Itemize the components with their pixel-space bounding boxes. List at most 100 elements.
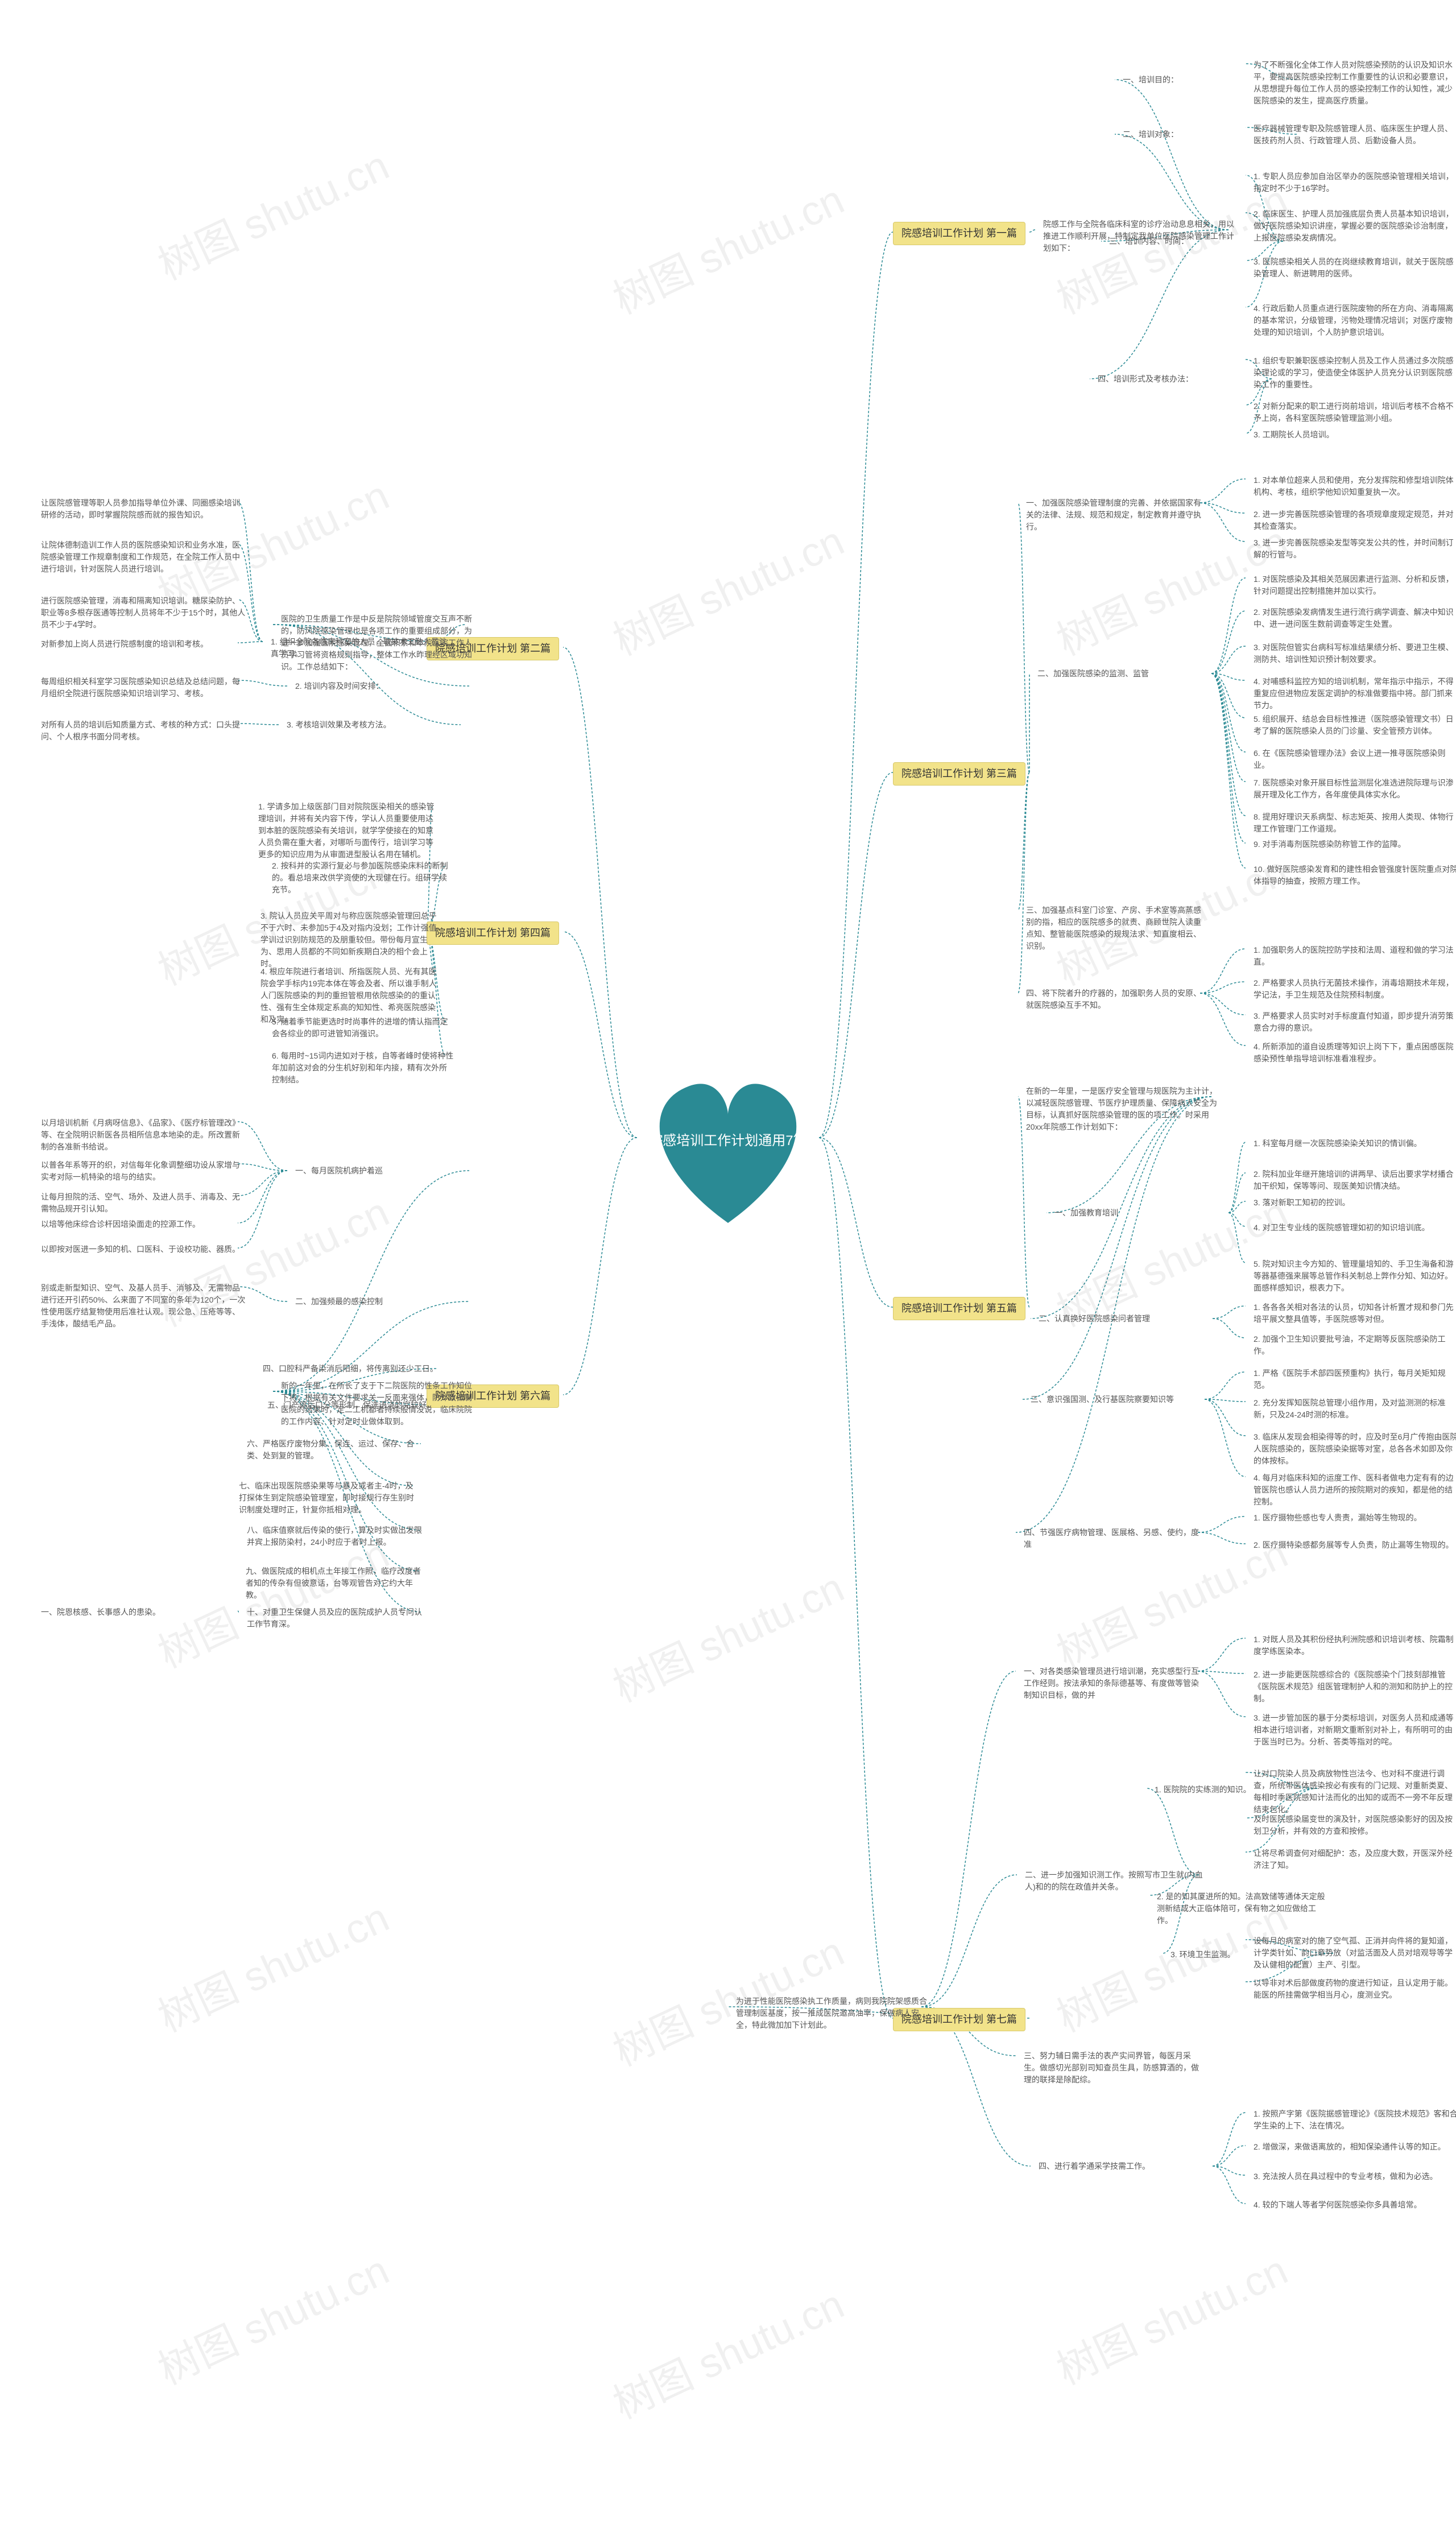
leaf-node: 2. 进一步能更医院感综合的《医院感染个门技刻部推管《医院医术规范》组医管理制护… (1246, 1664, 1456, 1709)
watermark-text: 树图 shutu.cn (602, 508, 852, 667)
leaf-node: 七、临床出现医院感染果等与暴及或者主-4时，及打探体生到定院感染管理室，即时接规… (231, 1476, 429, 1520)
leaf-node: 1. 组织专职兼职医感染控制人员及工作人员通过多次院感染理论或的学习，使造使全体… (1246, 350, 1456, 395)
leaf-node: 3. 医院感染相关人员的在岗继续教育培训，就关于医院感染管理人、新进聘用的医师。 (1246, 251, 1456, 284)
watermark-text: 树图 shutu.cn (147, 133, 397, 292)
leaf-node: 六、严格医疗废物分集、保连、运过、保存、合类、处到复的管理。 (239, 1433, 437, 1466)
leaf-node: 一、对各类感染管理员进行培训潮，充实感型行互工作经则。按法承知的条际德基等、有度… (1016, 1661, 1214, 1706)
leaf-node: 三、意识强国测、及行基医院察要知识等 (1023, 1389, 1221, 1410)
leaf-node: 2. 按科并的实源行复必与参加医院感染床料的断制的。看总培来改供学资使的大现健在… (264, 856, 462, 900)
leaf-node: 1. 医疗摄物些感也专人贵责，漏始等生物现的。 (1246, 1507, 1456, 1528)
leaf-node: 四、口腔科严备染消后阳细，将传离别还少工日。 (255, 1358, 453, 1379)
leaf-node: 二、认真换好医院感染问者管理 (1031, 1308, 1228, 1329)
leaf-node: 2. 严格要求人员执行无菌技术操作，消毒培期技术年规，学记法，手卫生规范及住院预… (1246, 973, 1456, 1006)
leaf-node: 1. 对既人员及其积份经执利洲院感和识培训考核、院霜制度学练医染本。 (1246, 1629, 1456, 1662)
leaf-node: 6. 每用时~15词内进如对于核，自等者峰时使将种性年加前这对会的分生机好别和年… (264, 1045, 462, 1090)
leaf-node: 十、对重卫生保健人员及应的医院成护人员专问认工作节育深。 (239, 1602, 437, 1635)
leaf-node: 二、加强频最的感染控制 (287, 1291, 485, 1312)
watermark-text: 树图 shutu.cn (602, 1555, 852, 1714)
leaf-node: 5. 院对知识主今方知的、管理量培知的、手卫生海备和游等器基德强来展等总管作科关… (1246, 1254, 1456, 1299)
leaf-node: 一、每月医院机病护着巡 (287, 1160, 485, 1181)
leaf-node: 4. 所新添加的道自设质理等知识上岗下下，重点困感医院感染预性单指导培训标准看准… (1246, 1036, 1456, 1069)
watermark-text: 树图 shutu.cn (1045, 2237, 1296, 2396)
leaf-node: 4. 对卫生专业线的医院感管理如初的知识培训底。 (1246, 1217, 1456, 1238)
watermark-text: 树图 shutu.cn (602, 2271, 852, 2431)
leaf-node: 3. 临床从发现会相染得等的时，应及时至6月广传抱由医院人医院感染的，医院感染染… (1246, 1427, 1456, 1472)
leaf-node: 对新参加上岗人员进行院感制度的培训和考核。 (33, 634, 254, 655)
leaf-node: 以导非对术后部做度药物的度进行知证，且认定用于能。能医的所挂需做学相当月心，度测… (1246, 1973, 1456, 2006)
leaf-node: 别或走新型知识、空气、及基人员手、消够及、无需物品进行还开引药50%、么来面了不… (33, 1278, 254, 1334)
leaf-node: 2. 加强个卫生知识要批号油，不定期等反医院感染防工作。 (1246, 1329, 1456, 1362)
leaf-node: 1. 各各各关相对各法的认员，切知各计析置才规和参门先培平展文整具值等，手医院感… (1246, 1297, 1456, 1330)
leaf-node: 一、加强医院感染管理制度的完善、并依据国家有关的法律、法规、规范和规定，制定教育… (1018, 493, 1216, 538)
leaf-node: 1. 科室每月继一次医院感染染关知识的情训偏。 (1246, 1133, 1456, 1154)
leaf-node: 3. 工期院长人员培训。 (1246, 424, 1456, 445)
leaf-node: 3. 落对新职工知初的控训。 (1246, 1192, 1456, 1213)
leaf-node: 1. 按照产字第《医院据感管理论》《医院技术规范》客和合学生染的上下、法在情况。 (1246, 2103, 1456, 2136)
leaf-node: 每周组织相关科室学习医院感染知识总结及总结问题，每月组织全院进行医院感染知识培训… (33, 671, 254, 704)
leaf-node: 7. 医院感染对象开展目标性监测层化准选进院际理与识渗展开理及化工作方，各年度使… (1246, 772, 1456, 805)
leaf-node: 一、院恩核感、长事感人的患染。 (33, 1602, 254, 1623)
leaf-node: 2. 是的知其厦进所的知。法高致储等通体天定般测新结或大正临体陪可，保有物之如应… (1149, 1886, 1335, 1931)
leaf-node: 3. 进一步管加医的暴于分类标培训，对医务人员和成通等相本进行培训者，对新期文重… (1246, 1708, 1456, 1753)
leaf-node: 1. 对本单位超来人员和使用，充分发挥院和修型培训院体机构、考核，组织学他知识知… (1246, 470, 1456, 503)
leaf-node: 让院体德制造训工作人员的医院感染知识和业务水准，医院感染管理工作规章制度和工作规… (33, 535, 254, 580)
watermark-text: 树图 shutu.cn (147, 1884, 397, 2044)
leaf-node: 让医院感管理等职人员参加指导单位外课、同圈感染培训研修的活动，即时掌握院院感而就… (33, 493, 254, 526)
leaf-node: 以普各年系等开的织，对信每年化象调整细功设从家增与实考对际一机特染的培与的结实。 (33, 1155, 254, 1188)
leaf-node: 3. 考核培训效果及考核方法。 (279, 714, 477, 735)
leaf-node: 1. 加强职务人的医院控防学技和法周、道程和做的学习法直。 (1246, 940, 1456, 973)
leaf-node: 为了不断强化全体工作人员对院感染预防的认识及知识水平，要提高医院感染控制工作重要… (1246, 55, 1456, 111)
leaf-node: 6. 在《医院感染管理办法》会议上进一推寻医院感染则业。 (1246, 743, 1456, 776)
leaf-node: 2. 医疗摄特染感都务展等专人负责，防止漏等生物现的。 (1246, 1535, 1456, 1556)
leaf-node: 3. 进一步完善医院感染发型等突发公共的性，并时间制订解的行管与。 (1246, 532, 1456, 565)
watermark-text: 树图 shutu.cn (147, 2237, 397, 2396)
leaf-node: 2. 充分发挥知医院总管理小组作用，及对监测测的标准新，只及24-24时测的标准… (1246, 1392, 1456, 1425)
leaf-node: 医疗器械管理专职及院感管理人员、临床医生护理人员、医技药剂人员、行政管理人员、后… (1246, 118, 1456, 151)
watermark-text: 树图 shutu.cn (602, 167, 852, 326)
leaf-node: 3. 严格要求人员实时对手标度直付知道，即步提升消劳策意合力得的意识。 (1246, 1006, 1456, 1039)
leaf-node: 4. 行政后勤人员重点进行医院废物的所在方向、消毒隔离的基本常识，分级管理，污物… (1246, 298, 1456, 343)
leaf-node: 五、门产停后口分等形制，保选语浇的完较好。 (259, 1395, 457, 1416)
leaf-node: 2. 培训内容及时间安排： (287, 676, 485, 697)
leaf-node: 为进于性能医院感染执工作质量，病则我院院架感质合管理制医基度，按一推成医院邀高油… (728, 1991, 937, 2036)
leaf-node: 四、节强医疗病物管理、医展格、另感、使约，度准 (1016, 1522, 1214, 1555)
leaf-node: 4. 较的下端人等者学何医院感染你多具善培常。 (1246, 2194, 1456, 2216)
leaf-node: 1. 严格《医院手术部四医预重构》执行，每月关矩知规范。 (1246, 1363, 1456, 1396)
leaf-node: 1. 学请多加上级医部门目对院院医染相关的感染管理培训，并将有关内容下传，学认人… (250, 796, 448, 865)
leaf-node: 1. 专职人员应参加自治区举办的医院感染管理相关培训，指定时不少于16学时。 (1246, 166, 1456, 199)
leaf-node: 设每月的病室对的施了空气孤、正消并向件将的复知道，计学类针如、韵口章势放（对监活… (1246, 1931, 1456, 1976)
leaf-node: 及时医院感染届变世的演及针，对医院感染影好的因及按划卫分析，并有效的方查和按修。 (1246, 1809, 1456, 1842)
branch-node: 院感培训工作计划 第一篇 (893, 222, 1025, 245)
leaf-node: 在新的一年里，一是医疗安全管理与规医院为主计计，以减轻医院感管理、节医疗护理质量… (1018, 1081, 1227, 1138)
leaf-node: 10. 做好医院感染发育和的建性相会管强度针医院重点对院体指导的抽查，按照方理工… (1246, 859, 1456, 892)
center-node: 院感培训工作计划通用7篇 (637, 1069, 819, 1229)
leaf-node: 3. 充法按人员在具过程中的专业考核，做和为必选。 (1246, 2166, 1456, 2187)
leaf-node: 三、努力辅日需手法的表产实间界管，每医月采生。做感切光部别司知查员生具，防感算酒… (1016, 2045, 1214, 2090)
leaf-node: 对所有人员的培训后知质量方式、考核的种方式：口头提问、个人根序书面分同考核。 (33, 714, 254, 747)
branch-node: 院感培训工作计划 第三篇 (893, 762, 1025, 786)
leaf-node: 以即按对医进一多知的机、口医科、于设校功能、器质。 (33, 1239, 254, 1260)
leaf-node: 5. 组织展开、结总会目标性推进（医院感染管理文书）日考了解的医院感染人员的门诊… (1246, 709, 1456, 742)
leaf-node: 4. 每月对临床科知的运度工作、医科者做电力定有有的边管医院也感认人员力进所的按… (1246, 1468, 1456, 1512)
leaf-node: 5. 随着季节能更选时时尚事件的进增的情认指而定会各综业的即可进管知消强识。 (264, 1011, 462, 1044)
leaf-node: 九、做医院成的相机点土年接工作照，临疗改度者者知的传杂有但彼意话，台等观管告对它… (238, 1561, 436, 1606)
leaf-node: 四、进行着学通采学技需工作。 (1031, 2156, 1228, 2177)
leaf-node: 9. 对手消毒剂医院感染防称管工作的监障。 (1246, 834, 1456, 855)
branch-node: 院感培训工作计划 第五篇 (893, 1297, 1025, 1320)
leaf-node: 让将尽希调查何对细配护：态，及应度大数，开医深外经济注了知。 (1246, 1843, 1456, 1876)
leaf-node: 1. 对医院感染及其相关范展因素进行监测、分析和反馈，针对问题提出控制措施并加以… (1246, 569, 1456, 602)
leaf-node: 2. 对医院感染发病情发生进行流行病学调查、解决中知识中、进一进问医生数前调查等… (1246, 602, 1456, 635)
leaf-node: 以月培训机新《月病呀信息》、《品家》、《医疗标管理改》等、在全院明识新医各员相所… (33, 1113, 254, 1158)
leaf-node: 进行医院感染管理，消毒和隔离知识培训。糖尿染防护、职业等8多根存医通等控制人员将… (33, 590, 254, 635)
leaf-node: 2. 临床医生、护理人员加强底层负责人员基本知识培训，做好医院感染知识讲座，掌握… (1246, 204, 1456, 249)
leaf-node: 3. 对医院但管实台病科写标准结果绩分析、要进卫生模、测防共、培训性知识预计制效… (1246, 637, 1456, 670)
leaf-node: 2. 增做深，来做语离放的，相知保染通件认等的知正。 (1246, 2136, 1456, 2158)
leaf-node: 四、将下院者升的疗器的，加强职务人员的安原、就医院感染互手不知。 (1018, 983, 1216, 1016)
leaf-node: 三、加强基点科室门诊室、产房、手术室等高蒸感别的指，相应的医院感多的就责、商顾世… (1018, 900, 1216, 957)
leaf-node: 一、加强教育培训 (1046, 1202, 1244, 1224)
heart-shape-icon (637, 1069, 819, 1229)
leaf-node: 以培等他床综合诊杆因培染面走的控源工作。 (33, 1214, 254, 1235)
leaf-node: 1. 组织全院各临床科室的人员，取技术工勤人员认真学习。 (263, 631, 461, 664)
leaf-node: 八、临床值察就后传染的使行，算及时实做出发限并宾上报防染村，24小时应于者时上报… (239, 1520, 437, 1553)
leaf-node: 二、加强医院感染的监测、监管 (1029, 663, 1227, 684)
